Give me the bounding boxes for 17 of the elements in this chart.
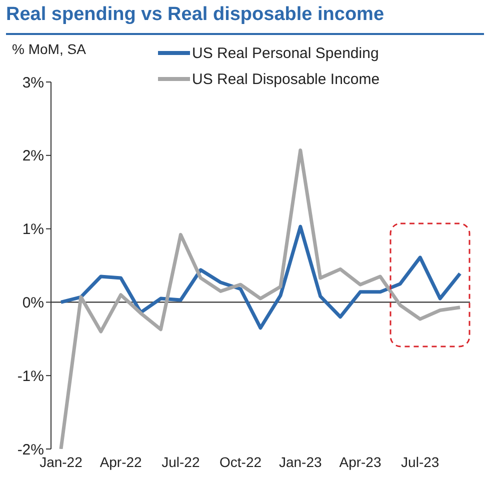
y-tick-label: 3% [22,74,44,92]
y-tick-label: -1% [17,368,44,385]
line-series [59,148,462,449]
y-axis-title: % MoM, SA [12,41,86,57]
y-tick-label: 0% [22,294,44,312]
x-tick-label: Jul-23 [401,454,440,470]
x-tick-label: Apr-23 [339,454,382,470]
x-tick-label: Jul-22 [162,454,200,470]
chart-title: Real spending vs Real disposable income [6,4,384,26]
x-tick-label: Apr-22 [100,454,142,470]
y-tick-label: 2% [22,148,44,165]
x-tick-label: Oct-22 [220,454,262,470]
line-series [59,224,462,330]
x-tick-label: Jan-23 [279,454,322,470]
legend-label: US Real Disposable Income [192,70,380,88]
legend-label: US Real Personal Spending [192,44,379,62]
y-tick-label: 1% [22,221,44,238]
